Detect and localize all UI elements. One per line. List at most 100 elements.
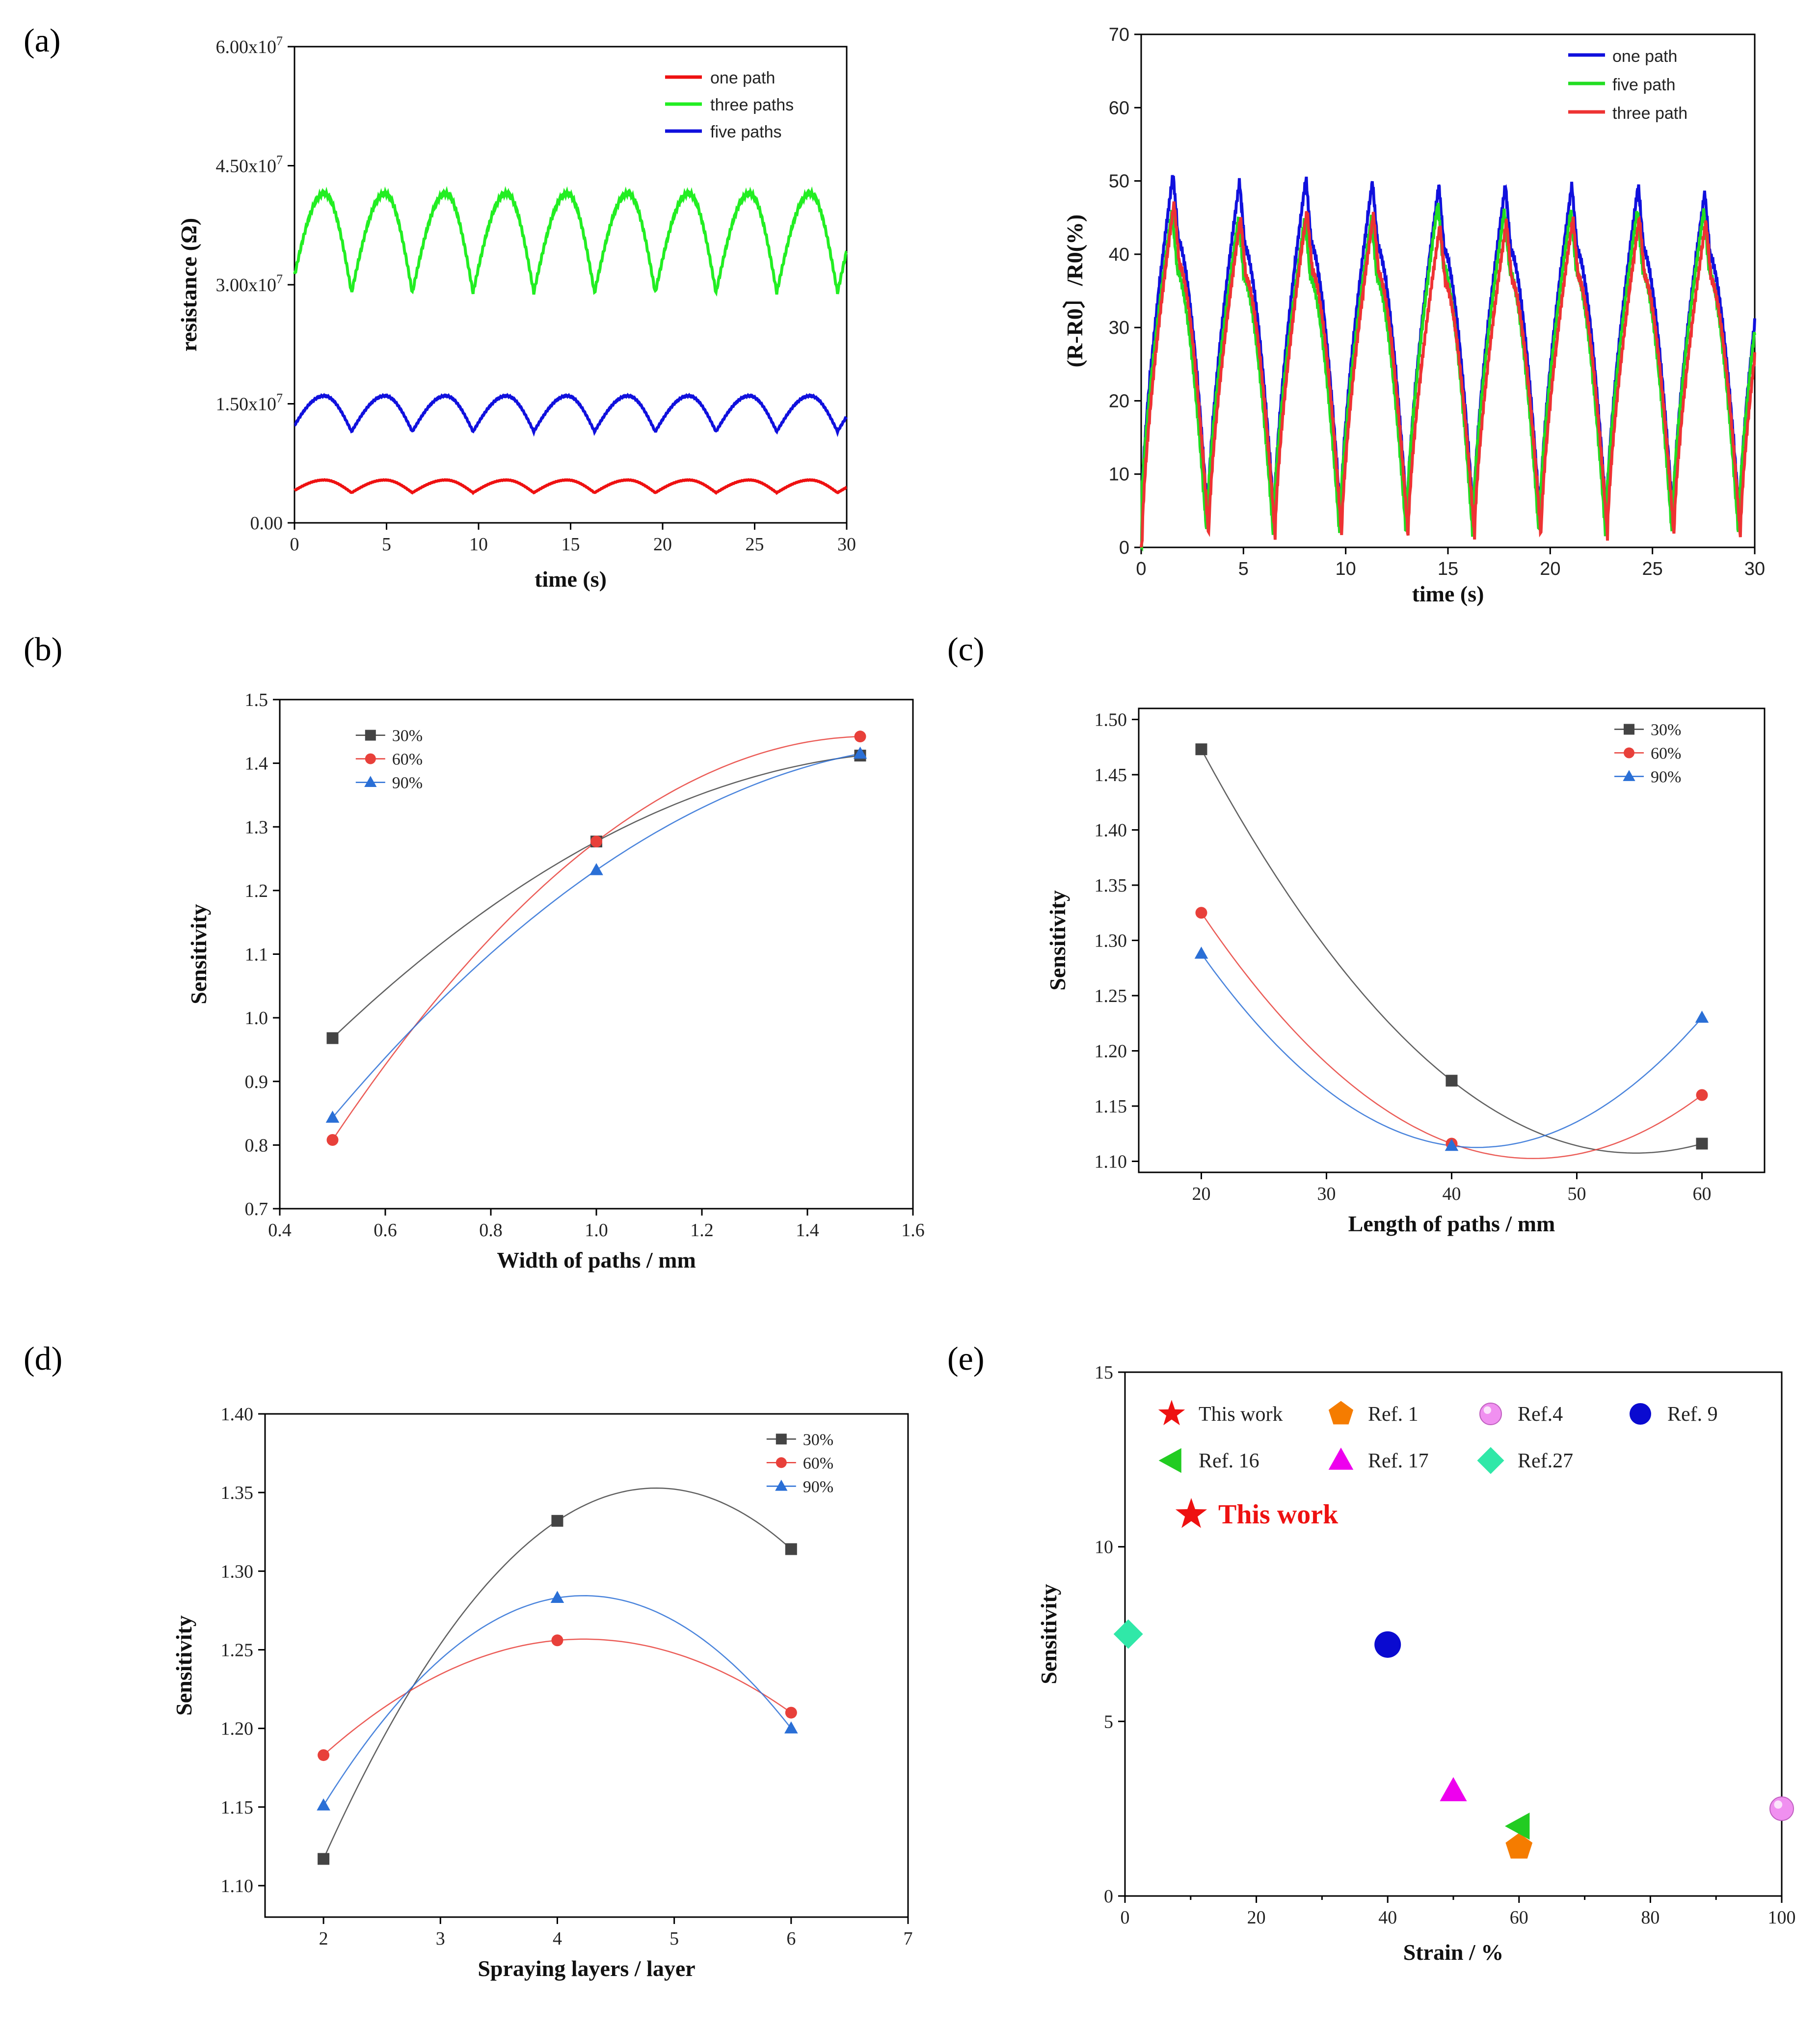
y-tick-label: 1.5 xyxy=(245,690,268,710)
x-tick-label: 0.6 xyxy=(374,1220,397,1241)
legend-label: Ref.27 xyxy=(1518,1450,1573,1472)
data-point-Ref-1 xyxy=(1505,1833,1533,1859)
data-point-Ref-16 xyxy=(1505,1813,1530,1840)
data-point xyxy=(589,863,603,875)
legend-marker xyxy=(365,753,376,764)
x-tick-label: 30 xyxy=(1317,1184,1336,1204)
x-axis-label: time (s) xyxy=(1412,581,1484,606)
x-tick-label: 6 xyxy=(786,1928,796,1949)
legend-label: one path xyxy=(710,69,775,87)
chart-c: 20 30 40 50 60 1.10 1.15 1.20 1.25 1.30 1.35 1.40 1.… xyxy=(1045,707,1766,1236)
legend-marker xyxy=(1328,1401,1354,1425)
y-tick-label: 1.15 xyxy=(1095,1096,1127,1117)
data-point xyxy=(318,1749,330,1761)
legend-label: Ref. 9 xyxy=(1667,1403,1718,1426)
chart-b: 0.4 0.6 0.8 1.0 1.2 1.4 1.6 0.7 0.8 0.9 1.0 1.1 1.2 1… xyxy=(186,690,925,1273)
exponent: 7 xyxy=(276,272,283,286)
y-axis-label: (R-R0〕/R0(%) xyxy=(1062,215,1087,368)
x-tick-label: 60 xyxy=(1510,1907,1528,1928)
y-tick-label: 1.45 xyxy=(1095,765,1127,785)
y-tick-label: 1.10 xyxy=(221,1876,254,1896)
legend-label: three paths xyxy=(710,96,794,114)
y-tick-label: 30 xyxy=(1109,318,1129,338)
data-point xyxy=(785,1543,797,1555)
x-tick-label: 7 xyxy=(904,1928,913,1949)
data-point-Ref-17 xyxy=(1440,1777,1467,1801)
x-tick-label: 25 xyxy=(1642,559,1663,579)
y-tick-label: 1.40 xyxy=(221,1404,254,1425)
x-tick-label: 5 xyxy=(382,534,391,555)
x-tick-label: 25 xyxy=(746,534,764,555)
panel-label-e: (e) xyxy=(947,1340,984,1377)
x-tick-label: 4 xyxy=(553,1928,562,1949)
y-tick-label: 1.30 xyxy=(221,1561,254,1582)
series-line-three-path xyxy=(1140,201,1756,548)
x-tick-label: 1.2 xyxy=(690,1220,714,1241)
series-line-five-paths xyxy=(294,392,848,437)
x-tick-label: 0 xyxy=(290,534,299,555)
legend-marker xyxy=(364,776,377,787)
y-tick-label: 1.35 xyxy=(1095,875,1127,896)
x-tick-label: 15 xyxy=(562,534,580,555)
annotation-label: This work xyxy=(1218,1499,1338,1530)
x-tick-label: 0 xyxy=(1136,559,1146,579)
data-point xyxy=(590,836,602,848)
y-tick-label: 15 xyxy=(1095,1362,1113,1383)
data-point-Ref-27 xyxy=(1113,1619,1143,1649)
data-point xyxy=(551,1634,563,1647)
x-tick-label: 1.0 xyxy=(585,1220,608,1241)
legend-label: three path xyxy=(1612,104,1687,123)
legend-marker xyxy=(776,1434,787,1445)
y-tick-label: 1.20 xyxy=(1095,1041,1127,1062)
chart-d: 2 3 4 5 6 7 1.10 1.15 1.20 1.25 1.30 1.35 1.40 Sprayi… xyxy=(171,1404,913,1981)
legend-label: 30% xyxy=(803,1431,833,1449)
y-tick-label: 1.0 xyxy=(245,1008,268,1029)
y-tick-label: 1.1 xyxy=(245,945,268,965)
x-tick-label: 2 xyxy=(319,1928,328,1949)
data-point xyxy=(326,1134,339,1146)
legend-marker xyxy=(1477,1447,1504,1474)
legend-label: 60% xyxy=(1651,745,1681,763)
y-tick-label: 20 xyxy=(1109,391,1129,411)
data-point xyxy=(318,1853,330,1865)
x-tick-label: 1.6 xyxy=(901,1220,925,1241)
data-point xyxy=(1445,1138,1459,1151)
data-point xyxy=(1696,1137,1708,1150)
fit-curve xyxy=(332,753,860,1118)
legend-label: 60% xyxy=(803,1454,833,1472)
legend-marker xyxy=(1624,724,1634,735)
y-axis-label: Sensitivity xyxy=(1036,1584,1061,1684)
y-tick-label: 0.7 xyxy=(245,1199,268,1219)
panel-label-d: (d) xyxy=(24,1340,62,1377)
panel-label-c: (c) xyxy=(947,630,984,668)
legend-label: 90% xyxy=(392,774,423,792)
data-point-Ref-4 xyxy=(1769,1796,1794,1821)
x-tick-label: 30 xyxy=(1744,559,1765,579)
data-point-Ref-4-highlight xyxy=(1774,1800,1783,1809)
y-tick-label: 50 xyxy=(1109,171,1129,192)
panel-label-b: (b) xyxy=(24,630,62,668)
y-tick-label: 1.15 xyxy=(221,1797,254,1818)
data-point xyxy=(1195,743,1207,756)
data-point xyxy=(1194,947,1208,959)
y-axis-label: Sensitivity xyxy=(186,904,211,1004)
data-point xyxy=(854,731,866,743)
y-tick-label: 1.25 xyxy=(1095,986,1127,1006)
data-point xyxy=(1445,1075,1458,1087)
y-tick-label: 6.00x107 xyxy=(216,34,283,57)
x-axis-label: time (s) xyxy=(535,567,607,592)
y-tick-label: 10 xyxy=(1095,1537,1113,1558)
data-point xyxy=(550,1591,564,1603)
fit-curve xyxy=(332,735,860,1140)
legend-marker xyxy=(1328,1447,1354,1470)
x-tick-label: 0.8 xyxy=(479,1220,503,1241)
legend-marker xyxy=(365,730,376,741)
data-point-Ref-9 xyxy=(1374,1631,1401,1658)
fit-curve xyxy=(1201,953,1703,1148)
legend-marker xyxy=(1623,770,1635,781)
legend-marker xyxy=(1479,1403,1502,1425)
legend-label: 60% xyxy=(392,751,423,769)
y-tick-label: 1.4 xyxy=(245,754,268,774)
y-tick-label: 1.30 xyxy=(1095,931,1127,951)
data-point xyxy=(551,1515,563,1527)
